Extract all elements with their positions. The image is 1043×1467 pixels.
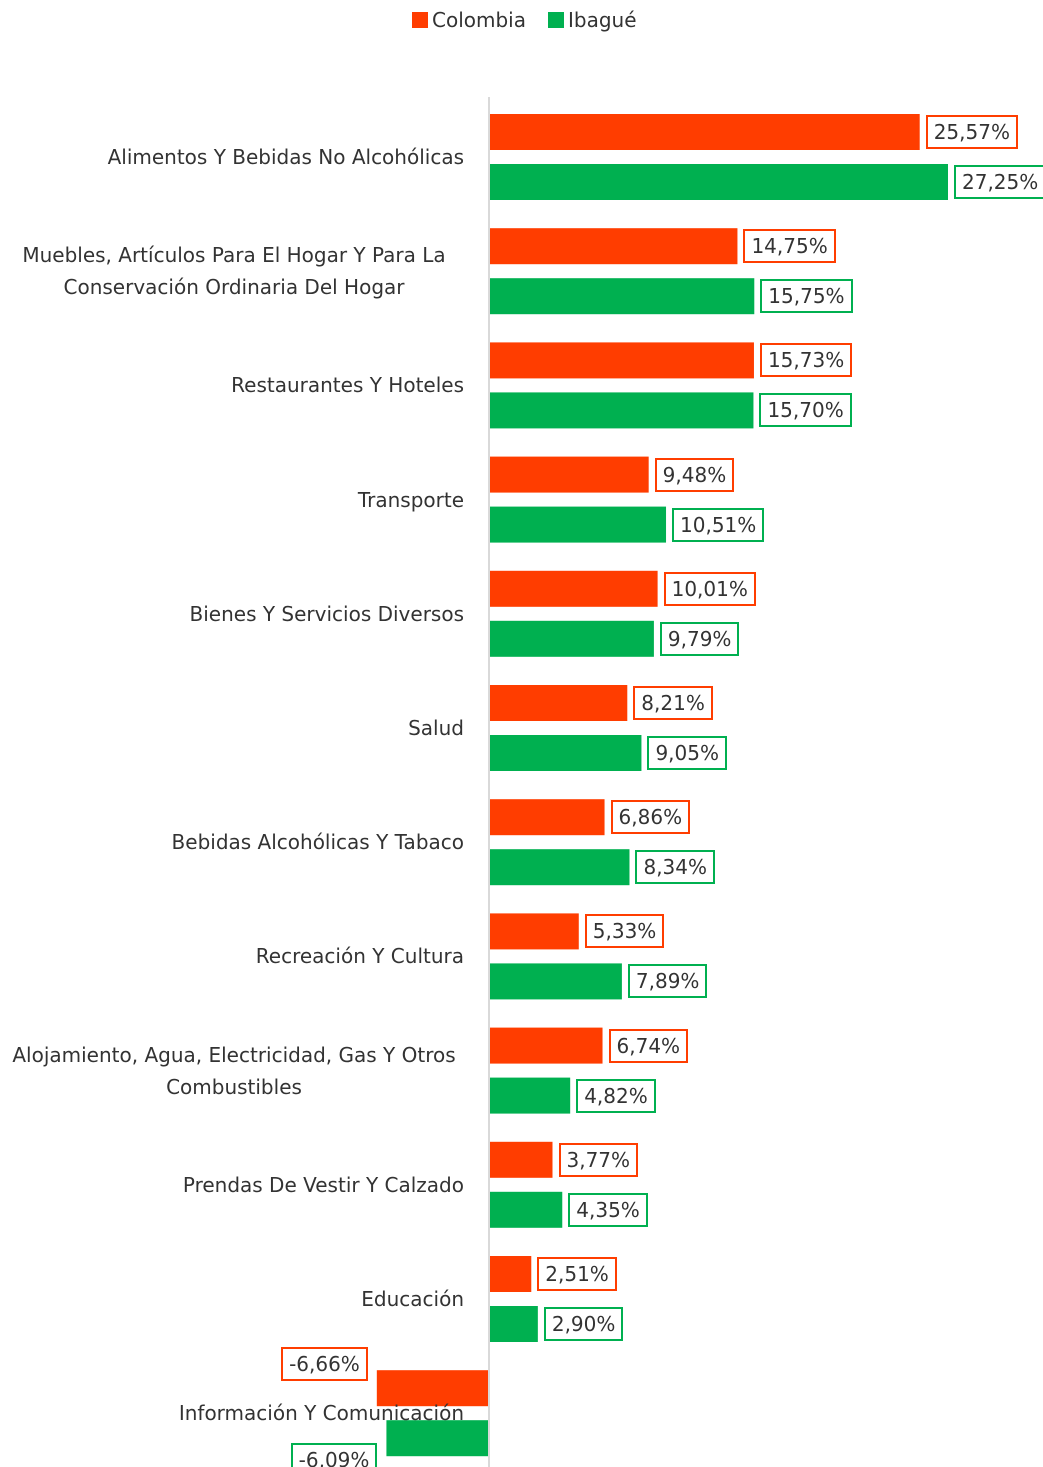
data-label: 9,79% <box>659 621 740 656</box>
bar <box>489 963 622 1000</box>
bar <box>489 1256 532 1292</box>
category-label: Educación <box>361 1287 464 1311</box>
category-label: Recreación Y Cultura <box>255 944 464 969</box>
bar <box>489 913 579 950</box>
bar <box>489 799 605 836</box>
data-label: 8,21% <box>633 686 713 720</box>
data-label: 14,75% <box>743 229 836 264</box>
category-label: Transporte <box>357 487 464 512</box>
data-label: 7,89% <box>627 964 708 999</box>
data-label: 4,82% <box>576 1078 656 1113</box>
category-label: Información Y Comunicación <box>178 1401 464 1426</box>
category-label: Alojamiento, Agua, Electricidad, Gas Y O… <box>12 1042 456 1099</box>
data-label: 15,73% <box>759 343 853 378</box>
bar <box>489 570 658 607</box>
data-label: 27,25% <box>954 165 1043 199</box>
data-label: 25,57% <box>925 115 1018 149</box>
category-label: Restaurantes Y Hoteles <box>231 373 464 398</box>
bar <box>489 1306 538 1342</box>
legend-label: Ibagué <box>567 8 637 32</box>
category-label: Prendas De Vestir Y Calzado <box>182 1172 464 1197</box>
data-label: -6,66% <box>281 1347 368 1382</box>
bar <box>489 506 667 543</box>
bar <box>376 1370 489 1407</box>
bar <box>489 456 649 493</box>
data-label: 6,74% <box>608 1028 689 1063</box>
data-label: 9,48% <box>654 457 735 492</box>
data-label: 8,34% <box>635 850 716 885</box>
bar <box>386 1420 489 1457</box>
data-label: 10,51% <box>672 507 765 542</box>
data-label: 3,77% <box>558 1142 639 1177</box>
legend-swatch <box>547 12 564 28</box>
bar <box>489 114 920 150</box>
bar <box>489 685 628 721</box>
bar <box>489 849 630 886</box>
bar <box>489 735 642 771</box>
data-label: 9,05% <box>647 736 727 770</box>
bar <box>489 1077 571 1114</box>
category-label: Salud <box>408 716 464 740</box>
legend: Colombia Ibagué <box>412 8 637 32</box>
data-label: 6,86% <box>610 800 691 835</box>
bar <box>489 164 948 200</box>
data-label: 15,70% <box>759 393 852 428</box>
data-label: 4,35% <box>568 1192 648 1227</box>
bar <box>489 1141 553 1178</box>
bar <box>489 392 754 429</box>
bar <box>489 228 738 265</box>
bar <box>489 620 654 657</box>
category-label: Alimentos Y Bebidas No Alcohólicas <box>107 145 464 169</box>
bar <box>489 278 755 315</box>
category-label: Muebles, Artículos Para El Hogar Y Para … <box>22 243 446 300</box>
bar <box>489 1027 603 1064</box>
category-label: Bebidas Alcohólicas Y Tabaco <box>171 830 464 855</box>
category-label: Bienes Y Servicios Diversos <box>189 601 465 626</box>
data-label: 10,01% <box>663 571 756 606</box>
bar <box>489 342 754 379</box>
data-label: 2,90% <box>543 1307 624 1341</box>
legend-label: Colombia <box>432 8 526 32</box>
bar <box>489 1191 563 1228</box>
data-label: -6,09% <box>290 1443 378 1467</box>
data-label: 2,51% <box>537 1257 617 1291</box>
data-label: 5,33% <box>584 914 665 949</box>
legend-swatch <box>412 12 428 28</box>
data-label: 15,75% <box>760 279 853 314</box>
